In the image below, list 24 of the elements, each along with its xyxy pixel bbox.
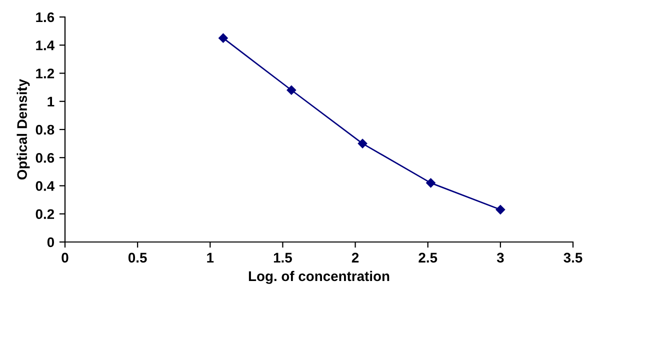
point (358, 138, 368, 148)
y-tick-label: 0.4 (36, 181, 55, 191)
point (496, 205, 506, 214)
x-tick-label: 1 (207, 252, 214, 262)
y-axis-title: Optical Density (16, 79, 30, 180)
y-tick-label: 0.6 (36, 152, 54, 163)
y-tick-label: 0.2 (36, 209, 54, 220)
x-tick-label: 1.5 (274, 252, 292, 263)
y-tick-label: 1.4 (36, 40, 55, 50)
x-tick-label: 3.5 (564, 252, 582, 263)
x-tick-label: 2 (352, 252, 359, 262)
x-tick-label: 0.5 (128, 252, 147, 263)
x-tick-label: 3 (496, 252, 504, 263)
y-tick-label: 0.8 (36, 124, 54, 135)
y-tick-label: 1.2 (36, 68, 54, 78)
x-tick-label: 0 (62, 252, 68, 263)
x-axis-title: Log. of concentration (248, 270, 390, 284)
y-tick-label: 0 (47, 237, 54, 248)
x-tick-label: 2.5 (418, 252, 438, 263)
y-tick-label: 1 (48, 96, 54, 106)
y-tick-label: 1.6 (36, 12, 54, 22)
point (286, 86, 296, 95)
point (426, 178, 436, 188)
point (218, 33, 228, 43)
